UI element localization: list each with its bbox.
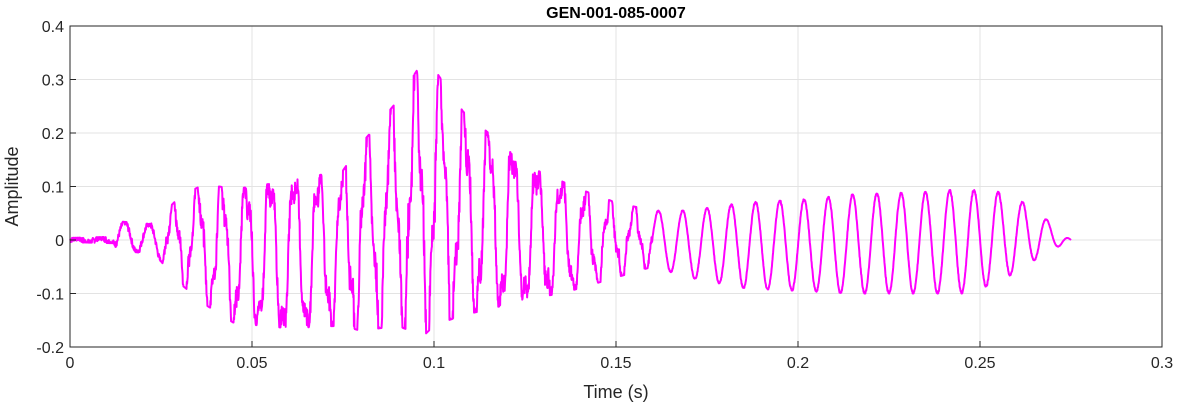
amplitude-series-line (69, 69, 1072, 335)
x-tick-label: 0 (66, 355, 75, 372)
x-tick-label: 0.25 (964, 355, 995, 372)
x-tick-label: 0.1 (423, 355, 445, 372)
series-layer (69, 69, 1072, 335)
y-tick-label: -0.1 (36, 287, 64, 304)
x-axis-label: Time (s) (583, 382, 648, 402)
y-axis-label: Amplitude (2, 146, 22, 226)
y-tick-label: 0 (55, 233, 64, 250)
chart-title: GEN-001-085-0007 (546, 5, 686, 22)
y-tick-label: -0.2 (36, 340, 64, 357)
x-tick-label: 0.2 (787, 355, 809, 372)
x-tick-label: 0.3 (1151, 355, 1173, 372)
y-tick-label: 0.1 (42, 180, 64, 197)
x-tick-label: 0.15 (600, 355, 631, 372)
ticks: 0 0.05 0.1 0.15 0.2 0.25 0.3 -0.2 -0.1 0 0.1 0.2 0.3… (36, 19, 1173, 372)
y-tick-label: 0.4 (42, 19, 64, 36)
y-tick-label: 0.2 (42, 126, 64, 143)
y-tick-label: 0.3 (42, 73, 64, 90)
x-tick-label: 0.05 (236, 355, 267, 372)
